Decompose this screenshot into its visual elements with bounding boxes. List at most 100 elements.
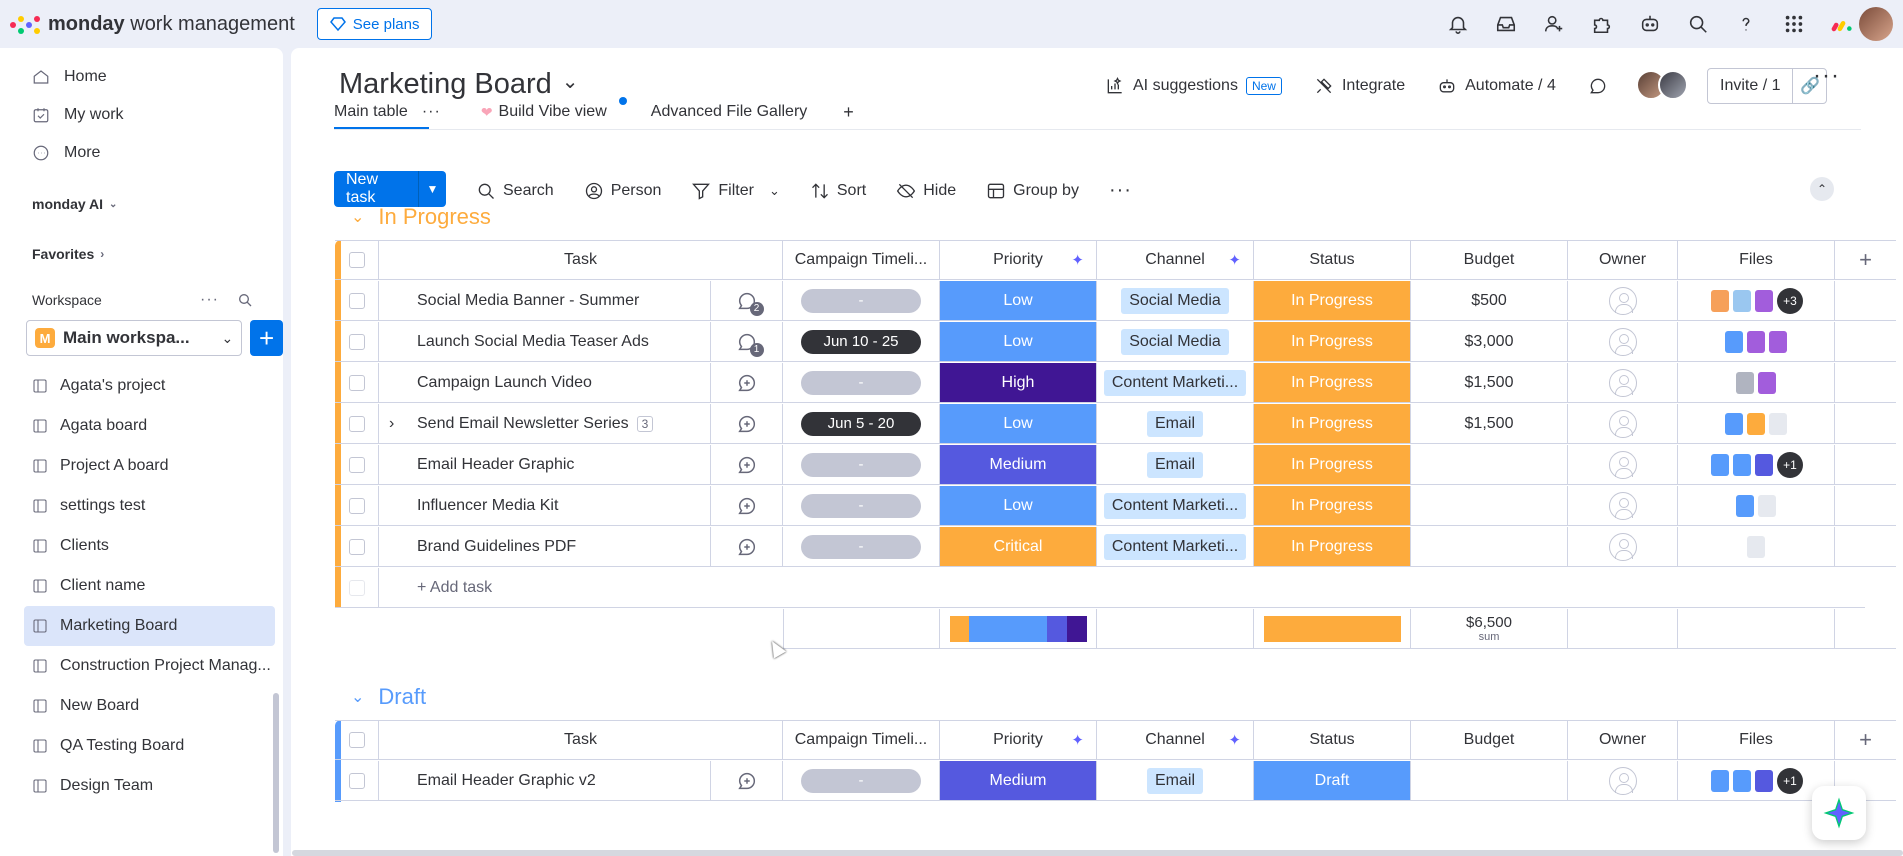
row-checkbox[interactable]: [348, 538, 365, 555]
nav-my-work[interactable]: My work: [0, 96, 283, 134]
owner-placeholder-icon[interactable]: [1608, 327, 1637, 356]
priority-cell[interactable]: Medium: [940, 445, 1096, 484]
add-update-icon[interactable]: [736, 770, 758, 792]
status-cell[interactable]: In Progress: [1254, 281, 1410, 320]
sidebar-board-item[interactable]: QA Testing Board: [24, 726, 275, 766]
group-collapse-chevron-icon[interactable]: ⌄: [351, 689, 365, 706]
task-name[interactable]: Social Media Banner - Summer: [417, 291, 640, 309]
nav-more[interactable]: More: [0, 134, 283, 172]
app-brand[interactable]: monday work management: [48, 12, 295, 35]
row-checkbox[interactable]: [348, 497, 365, 514]
nav-home[interactable]: Home: [0, 58, 283, 96]
table-row[interactable]: Brand Guidelines PDF - Critical Content Mar…: [335, 527, 1896, 568]
add-update-icon[interactable]: [736, 372, 758, 394]
column-header[interactable]: Campaign Timeli...: [794, 731, 928, 748]
budget-value[interactable]: $500: [1471, 291, 1507, 309]
updates-icon[interactable]: 1: [736, 331, 764, 357]
sidebar-board-item[interactable]: Design Team: [24, 766, 275, 806]
updates-icon[interactable]: 2: [736, 290, 764, 316]
search-button[interactable]: Search: [476, 181, 554, 201]
select-all-checkbox[interactable]: [348, 252, 365, 268]
sidebar-board-item[interactable]: Agata board: [24, 406, 275, 446]
owner-placeholder-icon[interactable]: [1608, 491, 1637, 520]
add-column-icon[interactable]: +: [1859, 247, 1872, 272]
monday-ai-section[interactable]: monday AI ⌄: [0, 192, 283, 216]
files-more-count[interactable]: +3: [1777, 287, 1803, 314]
task-name[interactable]: Send Email Newsletter Series: [417, 414, 629, 432]
integrate-button[interactable]: Integrate: [1314, 76, 1405, 96]
status-distribution-bar[interactable]: [1263, 615, 1401, 642]
expand-subitems-icon[interactable]: ›: [389, 414, 395, 432]
add-update-icon[interactable]: [736, 454, 758, 476]
channel-tag[interactable]: Social Media: [1121, 287, 1229, 314]
horizontal-scrollbar[interactable]: [292, 850, 1903, 856]
file-thumbnail-icon[interactable]: [1758, 494, 1776, 517]
task-name[interactable]: Email Header Graphic v2: [417, 771, 596, 789]
workspace-search-icon[interactable]: [237, 292, 253, 308]
column-header[interactable]: Channel: [1145, 731, 1205, 748]
priority-cell[interactable]: Low: [940, 486, 1096, 525]
file-thumbnail-icon[interactable]: [1733, 769, 1751, 792]
column-header-task[interactable]: Task: [564, 251, 597, 268]
column-header[interactable]: Budget: [1463, 251, 1515, 268]
column-header[interactable]: Priority: [993, 251, 1043, 268]
sidebar-board-item[interactable]: Clients: [24, 526, 275, 566]
sidebar-scrollbar[interactable]: [273, 693, 279, 853]
column-header[interactable]: Status: [1309, 731, 1355, 748]
status-cell[interactable]: In Progress: [1254, 363, 1410, 402]
board-updates-chat-icon[interactable]: [1588, 76, 1608, 96]
add-column-icon[interactable]: +: [1859, 727, 1872, 752]
ai-column-icon[interactable]: ✦: [1071, 732, 1084, 749]
monday-logo-icon[interactable]: [10, 14, 40, 34]
task-name[interactable]: Email Header Graphic: [417, 455, 575, 473]
sidebar-board-item[interactable]: Client name: [24, 566, 275, 606]
favorites-section[interactable]: Favorites ›: [0, 242, 283, 266]
sidebar-board-item[interactable]: Project A board: [24, 446, 275, 486]
channel-tag[interactable]: Content Marketi...: [1103, 492, 1247, 519]
row-checkbox[interactable]: [348, 292, 365, 309]
file-thumbnail-icon[interactable]: [1736, 371, 1754, 394]
tab-advanced-file-gallery[interactable]: Advanced File Gallery: [650, 103, 808, 120]
ai-column-icon[interactable]: ✦: [1228, 732, 1241, 749]
column-header[interactable]: Channel: [1145, 251, 1205, 268]
channel-tag[interactable]: Content Marketi...: [1103, 533, 1247, 560]
workspace-options-icon[interactable]: ···: [200, 291, 219, 308]
copy-link-icon[interactable]: 🔗: [1792, 69, 1826, 103]
status-cell[interactable]: In Progress: [1254, 322, 1410, 361]
toolbar-more-icon[interactable]: ···: [1108, 179, 1132, 201]
table-row[interactable]: Email Header Graphic v2 - Medium Email Draft…: [335, 761, 1896, 802]
notifications-bell-icon[interactable]: [1447, 13, 1469, 35]
ai-column-icon[interactable]: ✦: [1228, 252, 1241, 269]
row-checkbox[interactable]: [348, 333, 365, 350]
add-task-row[interactable]: + Add task: [335, 568, 1865, 609]
select-all-checkbox[interactable]: [348, 732, 365, 748]
group-collapse-chevron-icon[interactable]: ⌄: [351, 209, 365, 226]
invite-members-icon[interactable]: [1543, 13, 1565, 35]
status-cell[interactable]: Draft: [1254, 761, 1410, 800]
board-title[interactable]: Marketing Board ⌄: [339, 68, 579, 101]
status-cell[interactable]: In Progress: [1254, 404, 1410, 443]
owner-placeholder-icon[interactable]: [1608, 532, 1637, 561]
group-by-button[interactable]: Group by: [986, 181, 1079, 201]
file-thumbnail-icon[interactable]: [1733, 289, 1751, 312]
file-thumbnail-icon[interactable]: [1769, 330, 1787, 353]
file-thumbnail-icon[interactable]: [1747, 535, 1765, 558]
table-row[interactable]: › Send Email Newsletter Series 3 Jun 5 - 20…: [335, 404, 1896, 445]
task-name[interactable]: Launch Social Media Teaser Ads: [417, 332, 649, 350]
tab-main-table[interactable]: Main table ···: [334, 103, 441, 121]
add-view-icon[interactable]: +: [843, 101, 854, 122]
file-thumbnail-icon[interactable]: [1733, 453, 1751, 476]
file-thumbnail-icon[interactable]: [1755, 769, 1773, 792]
timeline-pill[interactable]: -: [801, 493, 921, 518]
task-name[interactable]: Influencer Media Kit: [417, 496, 559, 514]
priority-cell[interactable]: Low: [940, 404, 1096, 443]
automate-button[interactable]: Automate / 4: [1437, 76, 1556, 96]
sidebar-board-item[interactable]: Marketing Board: [24, 606, 275, 646]
table-row[interactable]: Email Header Graphic - Medium Email In Progr…: [335, 445, 1896, 486]
priority-cell[interactable]: Low: [940, 281, 1096, 320]
ai-sparkle-fab[interactable]: [1812, 786, 1866, 840]
column-header[interactable]: Owner: [1598, 731, 1647, 748]
budget-value[interactable]: $1,500: [1464, 414, 1514, 432]
add-update-icon[interactable]: [736, 495, 758, 517]
column-header-task[interactable]: Task: [564, 731, 597, 748]
